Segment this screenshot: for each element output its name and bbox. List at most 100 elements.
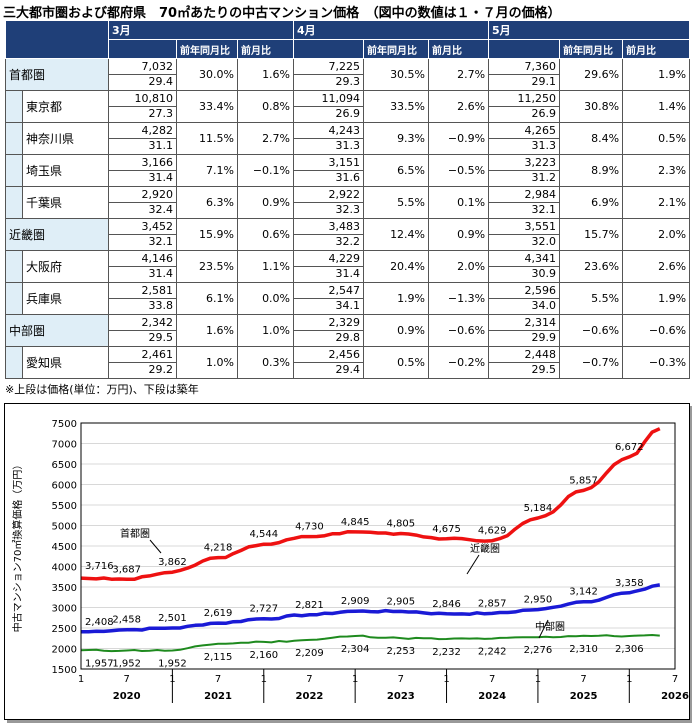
table-row: 首都圏 7,032 29.4 30.0% 1.6% 7,225 29.3 30.5% 2.7% 7… (5, 58, 691, 91)
month-header: 4月 (293, 20, 490, 40)
price-value: 2,922 (294, 188, 364, 203)
mom-value: 0.3% (236, 346, 295, 379)
indent-cell (5, 346, 23, 379)
price-value: 4,243 (294, 124, 364, 139)
y-axis-label: 中古マンション70㎡換算価格（万円） (11, 460, 24, 633)
x-year-label: 2026 (661, 691, 689, 702)
x-year-label: 2022 (296, 691, 324, 702)
prefecture-name: 千葉県 (22, 186, 109, 219)
mom-value: 0.0% (236, 282, 295, 315)
price-age-cell: 2,922 32.3 (293, 186, 365, 219)
data-label: 1,952 (158, 658, 187, 669)
price-value: 3,452 (109, 220, 176, 235)
price-age-cell: 4,229 31.4 (293, 250, 365, 283)
data-label: 1,952 (112, 658, 141, 669)
age-value: 29.3 (335, 75, 361, 88)
yoy-value: 8.9% (559, 154, 624, 187)
price-age-cell: 4,265 31.3 (488, 122, 561, 155)
table-row: 愛知県 2,461 29.2 1.0% 0.3% 2,456 29.4 0.5% −0.2% 2,… (5, 346, 691, 379)
yoy-value: 1.6% (176, 314, 238, 347)
month-header: 3月 (107, 20, 295, 40)
age-value: 34.0 (531, 299, 557, 312)
data-label: 3,358 (615, 578, 644, 589)
price-value: 2,547 (294, 284, 364, 299)
mom-value: 0.6% (236, 218, 295, 251)
mom-value: 0.1% (428, 186, 490, 219)
mom-value: −0.1% (236, 154, 295, 187)
table-note: ※上段は価格(単位：万円)、下段は築年 (5, 383, 199, 396)
age-value: 31.1 (148, 139, 174, 152)
age-value: 29.2 (148, 363, 174, 376)
price-age-cell: 2,547 34.1 (293, 282, 365, 315)
price-age-cell: 3,483 32.2 (293, 218, 365, 251)
price-value: 2,596 (489, 284, 560, 299)
data-label: 4,845 (341, 517, 370, 528)
table-header-months: 3月 4月 5月 (5, 20, 691, 59)
data-label: 4,730 (295, 522, 324, 533)
mom-header: 前月比 (236, 39, 295, 59)
age-value: 32.2 (335, 235, 361, 248)
price-age-cell: 3,166 31.4 (108, 154, 177, 187)
age-value: 32.4 (148, 203, 174, 216)
price-value: 4,265 (489, 124, 560, 139)
yoy-value: 6.1% (176, 282, 238, 315)
age-value: 30.9 (531, 267, 557, 280)
price-age-cell: 3,223 31.2 (488, 154, 561, 187)
mom-value: 0.8% (236, 90, 295, 123)
price-value: 2,342 (109, 316, 176, 331)
indent-cell (5, 122, 23, 155)
price-value: 7,032 (109, 60, 176, 75)
yoy-header: 前年同月比 (176, 39, 238, 59)
x-year-label: 2024 (478, 691, 506, 702)
blank-header (293, 39, 365, 59)
age-value: 26.9 (531, 107, 557, 120)
data-label: 4,805 (387, 518, 416, 529)
y-tick-label: 5500 (52, 501, 77, 512)
data-label: 2,857 (478, 598, 507, 609)
data-label: 2,232 (432, 647, 461, 658)
price-value: 11,250 (489, 92, 560, 107)
data-label: 2,727 (249, 604, 278, 615)
price-value: 3,223 (489, 156, 560, 171)
y-tick-label: 3500 (52, 583, 77, 594)
data-label: 2,304 (341, 644, 370, 655)
blank-header (108, 39, 177, 59)
data-label: 6,672 (615, 442, 644, 453)
yoy-header: 前年同月比 (559, 39, 624, 59)
price-value: 2,448 (489, 348, 560, 363)
mom-value: 2.7% (428, 58, 490, 91)
age-value: 29.5 (148, 331, 174, 344)
price-age-cell: 4,243 31.3 (293, 122, 365, 155)
region-name: 首都圏 (5, 58, 109, 91)
price-age-cell: 11,250 26.9 (488, 90, 561, 123)
page-title: 三大都市圏および都府県 70㎡あたりの中古マンション価格 （図中の数値は１・７月… (3, 6, 561, 21)
yoy-value: 11.5% (176, 122, 238, 155)
price-value: 2,920 (109, 188, 176, 203)
mom-value: 1.1% (236, 250, 295, 283)
mom-value: 0.9% (428, 218, 490, 251)
table-row: 中部圏 2,342 29.5 1.6% 1.0% 2,329 29.8 0.9% −0.6% 2,… (5, 314, 691, 347)
data-label: 2,458 (112, 615, 141, 626)
yoy-value: 7.1% (176, 154, 238, 187)
age-value: 29.9 (531, 331, 557, 344)
y-tick-label: 2500 (52, 624, 77, 635)
price-value: 7,225 (294, 60, 364, 75)
age-value: 32.3 (335, 203, 361, 216)
yoy-header: 前年同月比 (363, 39, 430, 59)
price-value: 2,461 (109, 348, 176, 363)
price-value: 11,094 (294, 92, 364, 107)
yoy-value: 5.5% (559, 282, 624, 315)
price-age-cell: 2,920 32.4 (108, 186, 177, 219)
age-value: 33.8 (148, 299, 174, 312)
yoy-value: 33.5% (363, 90, 430, 123)
series-name-leader (149, 539, 162, 554)
prefecture-name: 神奈川県 (22, 122, 109, 155)
yoy-value: 30.0% (176, 58, 238, 91)
price-value: 3,166 (109, 156, 176, 171)
data-label: 2,242 (478, 647, 507, 658)
mom-value: 2.0% (428, 250, 490, 283)
price-value: 3,151 (294, 156, 364, 171)
price-age-cell: 7,225 29.3 (293, 58, 365, 91)
prefecture-name: 大阪府 (22, 250, 109, 283)
x-year-label: 2023 (387, 691, 415, 702)
